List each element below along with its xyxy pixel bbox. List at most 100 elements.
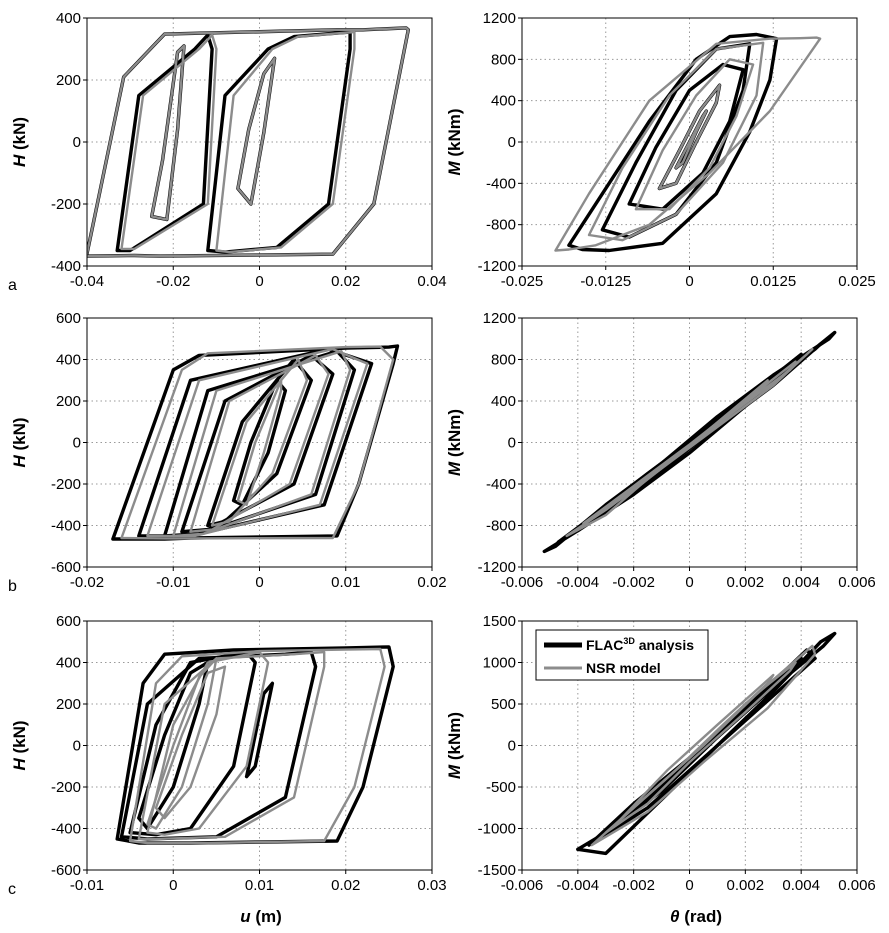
y-tick-label: -800	[486, 217, 516, 234]
y-axis-label: H (kN)	[10, 720, 29, 770]
x-tick-label: -0.02	[70, 574, 104, 591]
y-tick-label: -1200	[478, 559, 516, 576]
series-nsr-loop	[215, 30, 356, 254]
y-tick-label: -200	[51, 779, 81, 796]
plot-data	[87, 26, 410, 258]
series-nsr-loop	[146, 347, 369, 538]
y-tick-label: 0	[508, 738, 516, 755]
series-flac-loop	[244, 681, 275, 779]
panel-a-right: -0.025 -0.0125 0 0.0125 0.025 -1200 -800 -400 0 4…	[445, 10, 876, 290]
y-axis-label-var: M	[445, 461, 464, 476]
series-nsr-loop	[674, 109, 708, 170]
series-nsr-loop	[236, 379, 283, 506]
y-axis-label: M (kNm)	[445, 712, 464, 779]
legend: FLAC3D analysis NSR model	[535, 629, 709, 681]
y-tick-label: -200	[51, 476, 81, 493]
y-tick-label: -400	[51, 821, 81, 838]
y-tick-label: 200	[56, 72, 81, 89]
series-flac-loop	[128, 650, 257, 837]
y-axis-label: M (kNm)	[445, 409, 464, 476]
x-tick-label: 0	[685, 877, 693, 894]
x-tick-label: 0.01	[245, 877, 274, 894]
x-tick-label: -0.02	[156, 273, 190, 290]
series-nsr-loop	[172, 350, 352, 538]
y-tick-label: -600	[51, 862, 81, 879]
series-nsr-loop	[146, 657, 218, 830]
series-nsr-loop	[146, 650, 270, 836]
x-tick-label: 0.01	[331, 574, 360, 591]
plot-data	[576, 631, 837, 856]
series-flac-loop	[567, 32, 779, 253]
y-axis-label-unit: (kNm)	[445, 712, 464, 765]
y-tick-label: -500	[486, 779, 516, 796]
y-tick-label: 500	[491, 696, 516, 713]
y-tick-label: 0	[508, 435, 516, 452]
y-tick-label: 1200	[483, 310, 516, 327]
y-tick-label: -1500	[478, 862, 516, 879]
x-tick-label: 0.02	[331, 877, 360, 894]
legend-label-flac-sup: 3D	[623, 636, 635, 646]
y-tick-label: 400	[56, 352, 81, 369]
x-tick-label: 0	[169, 877, 177, 894]
panels: -0.04 -0.02 0 0.02 0.04 -400 -200 0 200 400 H (kN)…	[8, 10, 876, 898]
x-tick-label: 0.02	[417, 574, 446, 591]
series-nsr-loop	[137, 650, 326, 841]
series-nsr-loop	[587, 41, 765, 242]
panel-a-left: -0.04 -0.02 0 0.02 0.04 -400 -200 0 200 400 H (kN)…	[8, 10, 447, 294]
x-tick-label: -0.025	[501, 273, 544, 290]
y-tick-label: -400	[486, 476, 516, 493]
x-tick-label: 0.025	[838, 273, 876, 290]
y-axis-label-unit: (kN)	[10, 417, 29, 455]
x-tick-label: 0	[685, 273, 693, 290]
y-tick-label: -400	[486, 175, 516, 192]
y-tick-label: 400	[491, 393, 516, 410]
series-nsr-loop	[210, 358, 309, 527]
panel-letter: a	[8, 277, 17, 294]
series-nsr-loop	[236, 57, 276, 206]
y-tick-label: 1200	[483, 10, 516, 27]
panel-c-left: -0.01 0 0.01 0.02 0.03 -600 -400 -200 0 200 400 600…	[8, 613, 447, 898]
x-tick-label: -0.006	[501, 574, 544, 591]
series-nsr-loop	[128, 647, 386, 845]
series-flac-loop	[627, 62, 745, 211]
plot-data	[111, 344, 400, 541]
y-axis-label-unit: (kNm)	[445, 409, 464, 462]
y-tick-label: 0	[73, 435, 81, 452]
x-tick-label: 0.006	[838, 574, 876, 591]
y-axis-label-var: H	[10, 455, 29, 468]
series-nsr-loop	[154, 665, 227, 820]
x-tick-label: -0.004	[557, 574, 600, 591]
series-nsr-loop	[554, 36, 822, 252]
x-axis-label-u-var: u	[240, 907, 251, 926]
x-tick-label: 0.004	[782, 877, 820, 894]
x-tick-label: -0.002	[612, 574, 655, 591]
series-nsr-loop	[120, 345, 395, 540]
y-tick-label: 400	[56, 655, 81, 672]
y-tick-label: -200	[51, 196, 81, 213]
y-tick-label: 400	[56, 10, 81, 27]
x-tick-label: -0.01	[70, 877, 104, 894]
x-tick-label: 0.002	[727, 877, 765, 894]
y-tick-label: 200	[56, 393, 81, 410]
y-axis-label-unit: (kN)	[10, 720, 29, 758]
x-tick-label: 0.004	[782, 574, 820, 591]
y-tick-label: -400	[51, 518, 81, 535]
series-nsr-loop	[634, 58, 755, 211]
series-nsr-loop	[189, 354, 330, 533]
x-tick-label: 0.002	[727, 574, 765, 591]
x-tick-label: 0.03	[417, 877, 446, 894]
plot-data	[542, 330, 837, 554]
panel-b-right: -0.006 -0.004 -0.002 0 0.002 0.004 0.006 -1200 -…	[445, 310, 876, 591]
series-nsr-loop	[87, 26, 410, 258]
x-axis-label-theta-unit: (rad)	[679, 907, 722, 926]
series-nsr-loop	[120, 33, 218, 251]
y-tick-label: 0	[73, 134, 81, 151]
x-axis-label-theta: θ (rad)	[670, 907, 722, 926]
x-tick-label: 0.02	[331, 273, 360, 290]
y-tick-label: -1000	[478, 821, 516, 838]
panel-letter: b	[8, 578, 17, 595]
y-axis-label-var: M	[445, 764, 464, 779]
x-tick-label: 0.0125	[750, 273, 796, 290]
y-tick-label: 800	[491, 51, 516, 68]
